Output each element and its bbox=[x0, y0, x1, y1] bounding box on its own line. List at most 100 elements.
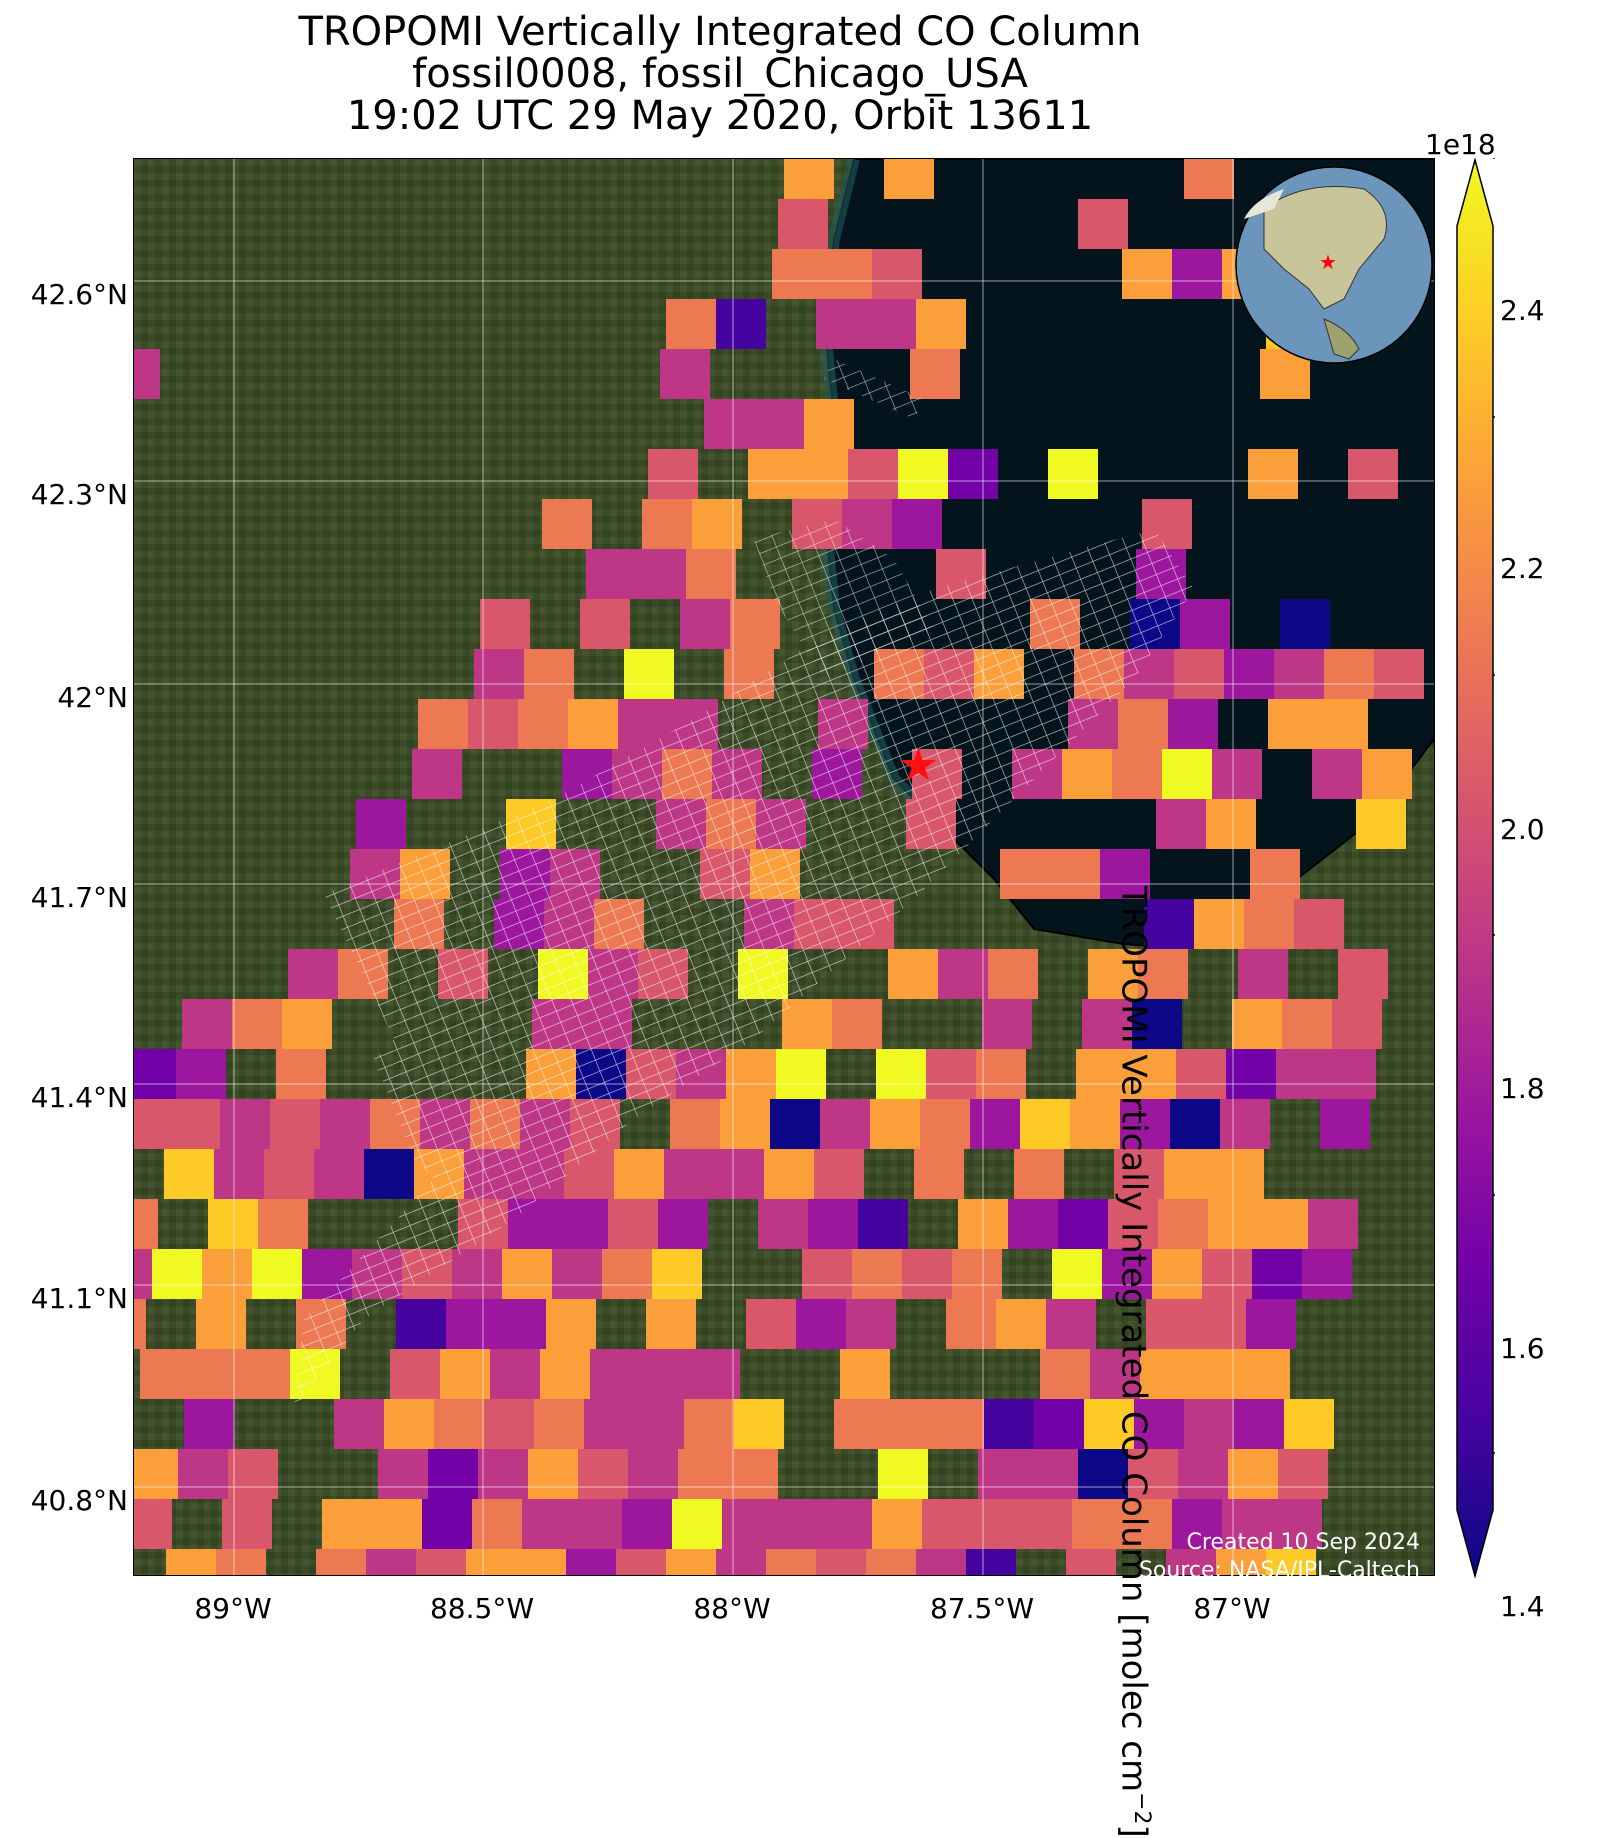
co-pixel bbox=[748, 449, 798, 499]
co-pixel bbox=[396, 1299, 446, 1349]
co-pixel bbox=[184, 1399, 234, 1449]
co-pixel bbox=[624, 649, 674, 699]
co-pixel bbox=[1114, 1149, 1164, 1199]
co-pixel bbox=[888, 949, 938, 999]
co-pixel bbox=[614, 1149, 664, 1199]
co-pixel bbox=[1028, 1449, 1078, 1499]
co-pixel bbox=[580, 599, 630, 649]
co-pixel bbox=[546, 1299, 596, 1349]
lat-tick-42.3: 42.3°N bbox=[30, 478, 128, 511]
co-pixel bbox=[684, 1399, 734, 1449]
lat-tick-42.6: 42.6°N bbox=[30, 278, 128, 311]
co-pixel bbox=[134, 1199, 158, 1249]
co-pixel bbox=[528, 1449, 578, 1499]
co-pixel bbox=[1172, 1499, 1222, 1549]
co-pixel bbox=[920, 1099, 970, 1149]
co-pixel bbox=[1184, 159, 1234, 199]
co-pixel bbox=[948, 449, 998, 499]
co-pixel bbox=[730, 599, 780, 649]
lat-tick-41.1: 41.1°N bbox=[30, 1282, 128, 1315]
co-pixel bbox=[1216, 1549, 1266, 1575]
co-pixel bbox=[852, 1249, 902, 1299]
co-pixel bbox=[1234, 1399, 1284, 1449]
co-pixel bbox=[878, 1449, 928, 1499]
co-pixel bbox=[716, 299, 766, 349]
co-pixel bbox=[848, 449, 898, 499]
co-pixel bbox=[680, 599, 730, 649]
co-pixel bbox=[1272, 1499, 1322, 1549]
co-pixel bbox=[1162, 749, 1212, 799]
co-pixel bbox=[412, 749, 462, 799]
co-pixel bbox=[1222, 1499, 1272, 1549]
co-pixel bbox=[134, 1049, 176, 1099]
co-pixel bbox=[540, 1349, 590, 1399]
co-pixel bbox=[764, 1149, 814, 1199]
co-pixel bbox=[1164, 1149, 1214, 1199]
colorbar-tick-2.4: 2.4 bbox=[1500, 294, 1545, 327]
lon-tick-88.5: 88.5°W bbox=[429, 1592, 535, 1625]
co-pixel bbox=[982, 999, 1032, 1049]
co-pixel bbox=[558, 1199, 608, 1249]
co-pixel bbox=[884, 1399, 934, 1449]
co-pixel bbox=[490, 1349, 540, 1399]
co-pixel bbox=[1248, 449, 1298, 499]
co-pixel bbox=[1076, 1049, 1126, 1099]
co-pixel bbox=[872, 1499, 922, 1549]
co-pixel bbox=[984, 1399, 1034, 1449]
co-pixel bbox=[758, 1199, 808, 1249]
co-pixel bbox=[636, 549, 686, 599]
co-pixel bbox=[772, 249, 822, 299]
co-pixel bbox=[720, 1099, 770, 1149]
co-pixel bbox=[716, 1549, 766, 1575]
co-pixel bbox=[938, 949, 988, 999]
co-pixel bbox=[1294, 899, 1344, 949]
colorbar-label-close: ] bbox=[1113, 1824, 1154, 1838]
co-pixel bbox=[1166, 1549, 1216, 1575]
co-pixel bbox=[478, 1449, 528, 1499]
co-pixel bbox=[1284, 1399, 1334, 1449]
co-pixel bbox=[816, 1549, 866, 1575]
co-pixel bbox=[972, 1499, 1022, 1549]
swath-grid-layer bbox=[294, 359, 1194, 1409]
co-pixel bbox=[270, 1099, 320, 1149]
co-pixel bbox=[802, 1249, 852, 1299]
co-pixel bbox=[754, 399, 804, 449]
map-panel[interactable]: ★ ★ bbox=[133, 158, 1435, 1576]
co-pixel bbox=[314, 1149, 364, 1199]
co-pixel bbox=[1202, 1249, 1252, 1299]
co-pixel bbox=[634, 1399, 684, 1449]
co-pixel bbox=[616, 1549, 666, 1575]
co-pixel bbox=[1250, 849, 1300, 899]
co-pixel bbox=[1158, 1199, 1208, 1249]
co-pixel bbox=[1062, 749, 1112, 799]
lon-tick-87: 87°W bbox=[1193, 1592, 1271, 1625]
co-pixel bbox=[970, 1099, 1020, 1149]
co-pixel bbox=[134, 1499, 172, 1549]
co-pixel bbox=[866, 299, 916, 349]
co-pixel bbox=[1214, 1149, 1264, 1199]
co-pixel bbox=[196, 1299, 246, 1349]
footer-created: Created 10 Sep 2024 bbox=[1186, 1530, 1421, 1555]
colorbar-tick-1.8: 1.8 bbox=[1500, 1072, 1545, 1105]
co-pixel bbox=[704, 399, 754, 449]
co-pixel bbox=[1220, 1099, 1270, 1149]
co-pixel bbox=[778, 199, 828, 249]
colorbar-label-exp: −2 bbox=[1129, 1792, 1155, 1825]
co-pixel bbox=[776, 1049, 826, 1099]
co-pixel bbox=[1246, 1299, 1296, 1349]
co-pixel bbox=[952, 1249, 1002, 1299]
co-pixel bbox=[522, 1499, 572, 1549]
svg-text:★: ★ bbox=[1319, 250, 1337, 274]
plot-title-line2: fossil0008, fossil_Chicago_USA bbox=[412, 51, 1028, 97]
co-pixel bbox=[1134, 1399, 1184, 1449]
co-pixel bbox=[1196, 1299, 1246, 1349]
lat-tick-40.8: 40.8°N bbox=[30, 1484, 128, 1517]
co-pixel bbox=[866, 1549, 916, 1575]
co-pixel bbox=[660, 349, 710, 399]
co-pixel bbox=[434, 1399, 484, 1449]
co-pixel bbox=[1268, 699, 1318, 749]
co-pixel bbox=[1078, 1449, 1128, 1499]
co-pixel bbox=[766, 1549, 816, 1575]
co-pixel bbox=[666, 1549, 716, 1575]
co-pixel bbox=[1174, 649, 1224, 699]
